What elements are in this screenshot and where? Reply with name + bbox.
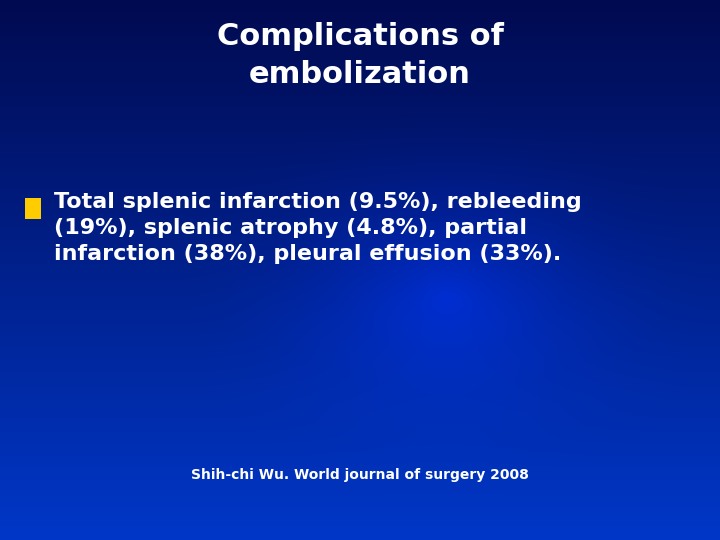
Text: Complications of
embolization: Complications of embolization bbox=[217, 22, 503, 89]
FancyBboxPatch shape bbox=[25, 198, 41, 219]
Text: Total splenic infarction (9.5%), rebleeding
(19%), splenic atrophy (4.8%), parti: Total splenic infarction (9.5%), rebleed… bbox=[54, 192, 582, 265]
Text: Shih-chi Wu. World journal of surgery 2008: Shih-chi Wu. World journal of surgery 20… bbox=[191, 468, 529, 482]
